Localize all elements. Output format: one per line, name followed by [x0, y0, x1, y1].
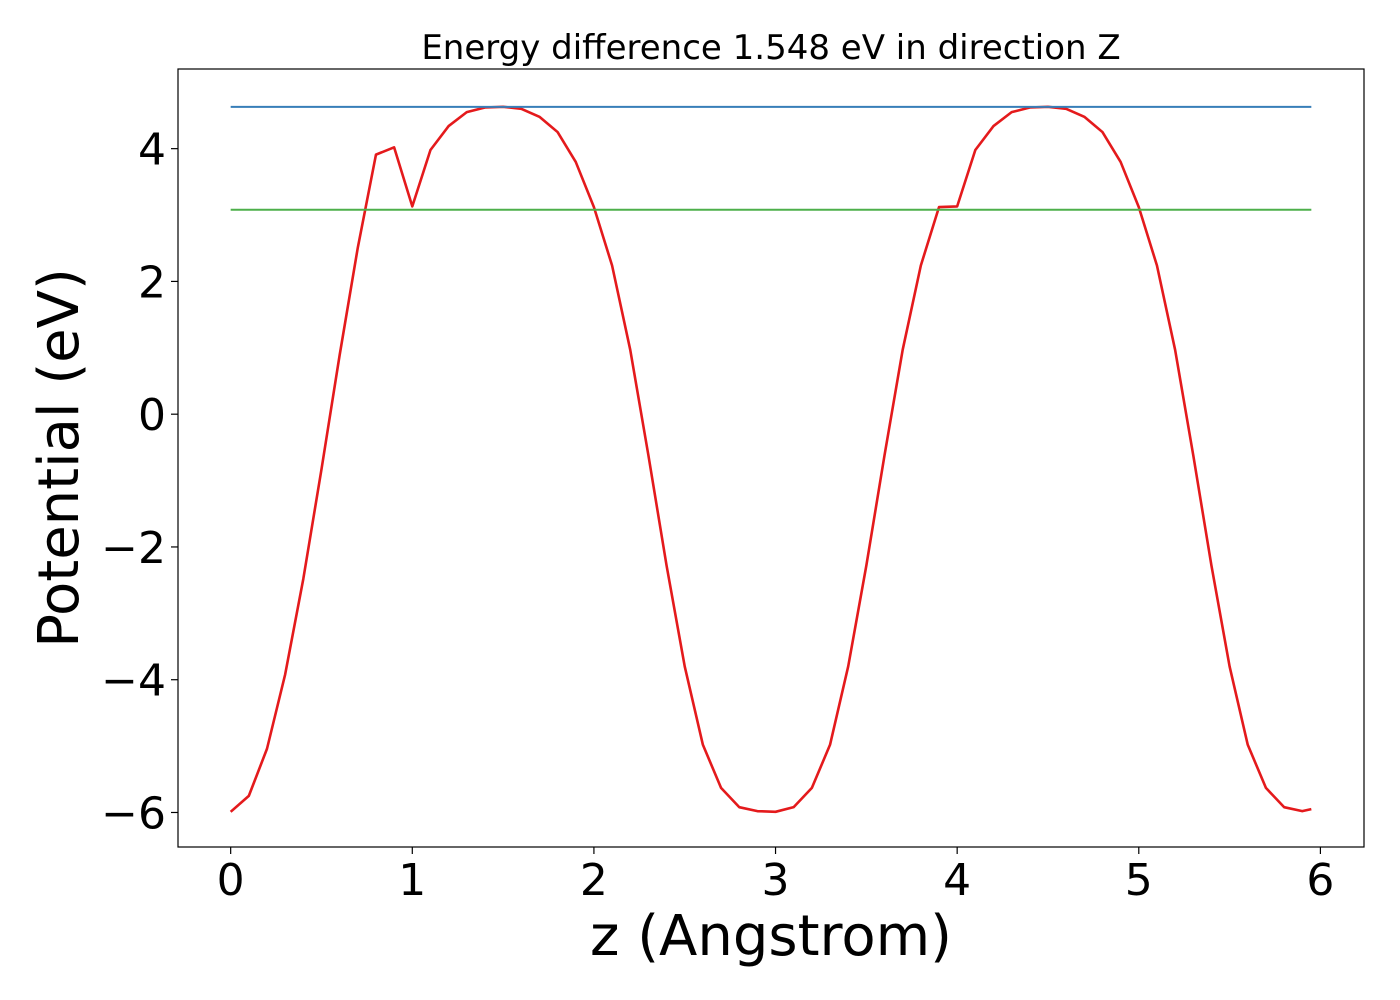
x-tick-label: 4: [943, 855, 971, 906]
y-tick-label: 4: [138, 125, 166, 176]
potential-curve: [229, 105, 1312, 814]
x-tick-label: 0: [217, 855, 245, 906]
plot-area: [177, 68, 1365, 848]
plot-frame: [177, 68, 1365, 848]
chart-title: Energy difference 1.548 eV in direction …: [421, 28, 1120, 68]
y-tick-label: 2: [138, 257, 166, 308]
y-tick-label: 0: [138, 390, 166, 441]
x-axis: 0 1 2 3 4 5 6: [217, 847, 1334, 906]
y-tick-label: −6: [101, 788, 166, 839]
y-tick-label: −4: [101, 656, 166, 707]
x-axis-label: z (Angstrom): [590, 904, 952, 969]
x-tick-label: 3: [762, 855, 790, 906]
x-tick-label: 6: [1306, 855, 1334, 906]
x-tick-label: 1: [398, 855, 426, 906]
y-tick-label: −2: [101, 523, 166, 574]
x-tick-label: 5: [1125, 855, 1153, 906]
y-axis-label: Potential (eV): [27, 268, 92, 648]
x-tick-label: 2: [580, 855, 608, 906]
y-axis: −6 −4 −2 0 2 4: [101, 125, 178, 839]
